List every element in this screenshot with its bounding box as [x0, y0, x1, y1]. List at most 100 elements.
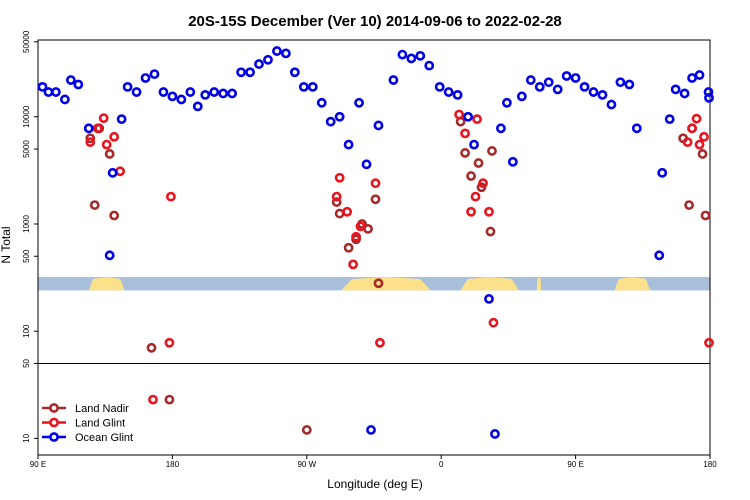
data-point [122, 81, 133, 92]
land-segment [460, 277, 519, 291]
data-point [164, 394, 175, 405]
data-point [289, 67, 300, 78]
legend-label: Land Nadir [75, 403, 129, 415]
data-point [301, 425, 312, 435]
data-point [485, 226, 496, 237]
data-point [59, 94, 70, 105]
data-point [148, 394, 158, 405]
data-point [697, 149, 708, 159]
axis-lines [37, 39, 711, 456]
x-tick-label: 0 [439, 460, 444, 469]
plot-frame [37, 39, 711, 456]
data-point [334, 111, 345, 122]
data-point [85, 133, 96, 144]
data-point [73, 79, 84, 90]
legend-label: Ocean Glint [75, 432, 133, 444]
legend: Land Nadir Land Glint Ocean Glint [42, 403, 133, 444]
data-point [167, 91, 178, 102]
data-point [92, 123, 103, 134]
data-point [606, 99, 617, 110]
y-tick-label: 1000 [22, 215, 31, 233]
series-ocean-glint [37, 46, 714, 439]
y-tick-label: 50 [22, 358, 31, 367]
data-point [116, 114, 127, 125]
data-point [373, 120, 384, 131]
data-point [631, 123, 642, 134]
y-tick-label: 10 [22, 433, 31, 442]
data-point [331, 191, 342, 202]
data-point [104, 250, 115, 261]
data-point [525, 75, 536, 85]
x-tick-label: 180 [703, 460, 717, 469]
y-tick-label: 5000 [22, 140, 31, 158]
data-point [343, 242, 354, 253]
data-point [370, 194, 381, 205]
x-axis: 90 E 180 90 W 0 90 E 180 [30, 455, 717, 469]
data-point [104, 149, 115, 159]
x-tick-label: 90 E [30, 460, 46, 469]
data-point [624, 79, 635, 90]
data-point [209, 87, 220, 97]
chart-title: 20S-15S December (Ver 10) 2014-09-06 to … [188, 13, 562, 30]
data-point [406, 53, 417, 64]
y-tick-label: 10000 [22, 105, 31, 128]
data-point [185, 87, 196, 97]
data-point [115, 166, 126, 177]
data-point [484, 206, 494, 217]
data-point [65, 75, 76, 85]
data-point [463, 111, 473, 122]
data-point [388, 75, 399, 85]
data-point [373, 278, 384, 289]
data-point [146, 342, 157, 353]
data-point [254, 59, 264, 69]
data-point [363, 223, 373, 234]
data-point [470, 191, 481, 202]
data-point [342, 206, 353, 217]
data-point [343, 139, 354, 150]
x-axis-title: Longitude (deg E) [327, 477, 422, 491]
x-tick-label: 90 E [567, 460, 583, 469]
data-point [83, 123, 94, 134]
data-point [588, 87, 599, 97]
series-land-nadir [85, 116, 711, 435]
data-point [355, 221, 366, 232]
data-point [654, 250, 665, 261]
data-point [131, 87, 142, 97]
data-point [478, 178, 488, 189]
data-point [192, 101, 203, 112]
legend-marker [49, 417, 59, 428]
data-point [434, 81, 445, 92]
data-point [316, 97, 327, 108]
data-point [85, 137, 96, 148]
series-land-glint [85, 109, 714, 405]
data-point [200, 89, 211, 100]
data-point [472, 114, 482, 125]
land-segment [88, 277, 125, 291]
data-point [325, 116, 336, 127]
data-point [670, 84, 681, 95]
data-point [443, 87, 454, 97]
data-points [37, 46, 714, 439]
data-point [51, 87, 61, 97]
y-axis-title: N Total [0, 226, 13, 263]
data-point [101, 139, 112, 150]
data-point [89, 200, 100, 210]
data-point [331, 197, 342, 207]
land-segment [536, 277, 542, 291]
data-point [218, 88, 229, 99]
data-point [699, 131, 709, 142]
data-point [507, 156, 518, 167]
data-point [704, 92, 714, 103]
data-point [415, 50, 426, 61]
data-point [140, 73, 151, 83]
data-point [484, 294, 494, 304]
data-point [466, 206, 476, 217]
data-point [452, 89, 463, 100]
data-point [679, 88, 690, 99]
data-point [166, 191, 176, 202]
data-point [454, 109, 465, 120]
y-tick-label: 50000 [22, 30, 31, 53]
data-point [109, 210, 120, 221]
data-point [487, 146, 497, 156]
data-point [164, 337, 175, 348]
